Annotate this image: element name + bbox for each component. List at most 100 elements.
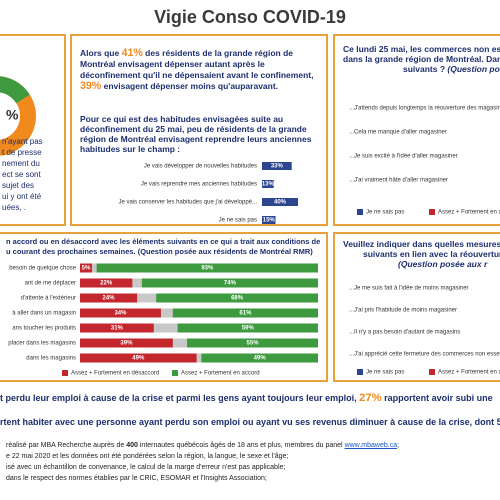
legend-label: Assez + Fortement en désaccord <box>71 371 159 377</box>
value-label: 55% <box>247 341 260 347</box>
lead: Pour ce qui est des habitudes envisagées… <box>80 114 312 154</box>
text: dans la grande région de Montréal. Dans … <box>343 54 500 64</box>
category-label: d'attente à l'extérieur <box>21 296 76 302</box>
intro: Alors que 41% des résidents de la grande… <box>80 48 320 92</box>
value-label: 33% <box>271 164 284 170</box>
text: Alors que <box>80 48 122 58</box>
category-label: besoin de quelque chose <box>9 266 76 272</box>
bar-segment <box>80 338 173 348</box>
text-line: nement du <box>2 159 40 168</box>
donut: % <box>0 76 36 156</box>
text: dans le respect des normes établies par … <box>6 475 267 482</box>
legend-label: Assez + Fortement en a <box>438 370 500 376</box>
category-label: placer dans les magasins <box>8 341 76 347</box>
bar-segment <box>80 308 161 318</box>
bar-segment <box>187 338 318 348</box>
text: n accord ou en désaccord avec les élémen… <box>6 237 321 246</box>
category-label: Je vais conserver les habitudes que j'ai… <box>118 200 257 206</box>
bar <box>262 216 276 224</box>
right-bottom-panel: Veuillez indiquer dans quelles mesures v… <box>333 232 500 382</box>
text: (Question posée aux r <box>398 259 488 269</box>
category-label: ...Je suis excité à l'idée d'aller magas… <box>349 154 458 160</box>
text: réalisé par MBA Recherche auprès de <box>6 442 127 449</box>
value-label: 93% <box>201 266 214 272</box>
list-chart: ...Je me suis fait à l'idée de moins mag… <box>349 286 500 376</box>
agreement-chart: besoin de quelque chose 5% 93% ant de me dé… <box>8 263 318 377</box>
text: ; <box>397 442 400 449</box>
text-line: sujet des <box>2 181 35 190</box>
text-line: ect se sont <box>2 170 41 179</box>
category-label: ...Je me suis fait à l'idée de moins mag… <box>349 286 469 292</box>
footnotes: réalisé par MBA Recherche auprès de 400 … <box>6 440 500 484</box>
legend-label: Je ne sais pas <box>366 210 404 216</box>
value-label: 34% <box>114 311 127 317</box>
bar-segment <box>80 263 92 273</box>
text: Veuillez indiquer dans quelles mesures v… <box>343 239 500 249</box>
category-label: Je vais développer de nouvelles habitude… <box>144 164 257 170</box>
panel-title: Veuillez indiquer dans quelles mesures v… <box>343 239 500 269</box>
habits-chart: Je vais développer de nouvelles habitude… <box>118 162 298 224</box>
bottom-text: t perdu leur emploi à cause de la crise … <box>0 386 500 434</box>
category-label: ...J'ai vraiment hâte d'aller magasiner <box>349 178 448 184</box>
left-panel: % n'ayant pas t de presse nement du ect se … <box>0 34 66 226</box>
category-label: Je vais reprendre mes anciennes habitude… <box>141 182 257 188</box>
footnote: e 22 mai 2020 et les données ont été pon… <box>6 451 500 462</box>
text-line: rtent habiter avec une personne ayant pe… <box>0 410 500 434</box>
value-label: 39% <box>120 341 133 347</box>
bar-segment <box>201 353 318 363</box>
legend-swatch <box>172 370 178 376</box>
value-label: 68% <box>231 296 244 302</box>
legend-label: Assez + Fortement en accord <box>181 371 260 377</box>
bar <box>262 162 292 170</box>
value-label: 61% <box>239 311 252 317</box>
text: suivants en lien avec la réouverture <box>363 249 500 259</box>
bar-segment <box>80 353 197 363</box>
text-line: t de presse <box>2 148 42 157</box>
bar-segment <box>172 308 318 318</box>
text: rapportent avoir subi une <box>381 393 493 403</box>
highlight: 27% <box>359 392 382 404</box>
text: envisagent dépenser moins qu'auparavant. <box>101 81 279 91</box>
footnote: dans le respect des normes établies par … <box>6 473 500 484</box>
bar-segment <box>96 263 318 273</box>
highlight: 39% <box>80 80 102 92</box>
category-label: à aller dans un magasin <box>12 311 76 317</box>
text: 400 <box>126 442 138 449</box>
category-label: ...J'ai apprécié cette fermeture des com… <box>349 352 500 358</box>
text-line: t perdu leur emploi à cause de la crise … <box>0 386 500 410</box>
text: internautes québécois âgés de 18 ans et … <box>137 442 345 449</box>
bar-segment <box>141 278 318 288</box>
legend-label: Je ne sais pas <box>366 370 404 376</box>
right-top-panel: Ce lundi 25 mai, les commerces non essen… <box>333 34 500 226</box>
text: t perdu leur emploi à cause de la crise … <box>0 393 360 403</box>
highlight: 41% <box>121 47 143 59</box>
category-label: Je ne sais pas <box>219 218 257 224</box>
title: Vigie Conso COVID-19 <box>154 7 346 27</box>
text: u courant des prochaines semaines. (Ques… <box>6 247 313 256</box>
value-label: 13% <box>262 182 275 188</box>
legend-swatch <box>357 369 363 375</box>
value-label: 22% <box>100 281 113 287</box>
text: des résidents de la grande région de Mon… <box>80 48 314 80</box>
donut-segment <box>0 76 30 104</box>
value-label: 49% <box>132 356 145 362</box>
legend-swatch <box>429 209 435 215</box>
bar-segment <box>80 293 138 303</box>
bar <box>262 198 298 206</box>
value-label: 74% <box>224 281 237 287</box>
donut-ring <box>0 76 36 156</box>
value-label: 15% <box>263 218 276 224</box>
middle-top-panel: Alors que 41% des résidents de la grande… <box>70 34 328 226</box>
legend-label: Assez + Fortement en a <box>438 210 500 216</box>
bar-segment <box>177 323 318 333</box>
text: rtent habiter avec une personne ayant pe… <box>0 417 500 427</box>
category-label: ...Il n'y a pas besoin d'autant de magas… <box>349 330 460 336</box>
middle-bottom-panel: n accord ou en désaccord avec les élémen… <box>0 232 328 382</box>
legend-swatch <box>62 370 68 376</box>
value-label: 31% <box>111 326 124 332</box>
bar-segment <box>80 323 154 333</box>
category-label: ant de me déplacer <box>25 281 76 287</box>
text: Ce lundi 25 mai, les commerces non essen… <box>343 44 500 54</box>
donut-label: % <box>6 107 19 123</box>
